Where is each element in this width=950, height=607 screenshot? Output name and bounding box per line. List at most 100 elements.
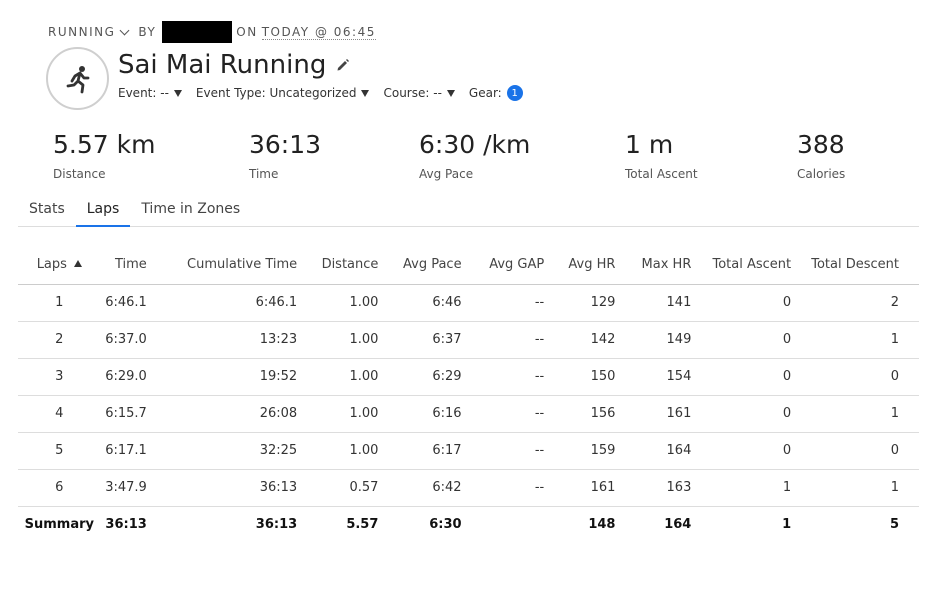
table-row[interactable]: 4 6:15.7 26:08 1.00 6:16 -- 156 161 0 1	[18, 395, 919, 433]
stat-value: 5.57 km	[53, 130, 156, 159]
event-type-dropdown[interactable]: Event Type: Uncategorized	[196, 86, 370, 100]
table-cell: 26:08	[166, 395, 318, 433]
summary-cell: 36:13	[255, 517, 298, 533]
table-cell: 1.00	[317, 358, 399, 396]
table-header-row: Laps Time Cumulative Time Distance Avg P…	[18, 246, 919, 285]
table-cell: 0	[711, 284, 812, 322]
chevron-down-icon	[119, 25, 130, 36]
table-cell: 142	[564, 321, 636, 359]
table-cell: 0	[811, 358, 919, 396]
table-cell: 32:25	[166, 432, 318, 470]
table-cell: 150	[564, 358, 636, 396]
column-header-distance[interactable]: Distance	[317, 246, 399, 285]
tab-laps[interactable]: Laps	[75, 194, 131, 227]
tab-bar: Stats Laps Time in Zones	[18, 194, 919, 227]
table-cell: 1	[811, 395, 919, 433]
by-label: BY	[138, 25, 157, 39]
activity-type-dropdown[interactable]: RUNNING	[48, 25, 138, 39]
table-cell: 163	[635, 469, 712, 507]
stat-value: 388	[797, 130, 845, 159]
table-cell: 2	[811, 284, 919, 322]
activity-date[interactable]: TODAY @ 06:45	[261, 24, 376, 40]
column-header-max-hr[interactable]: Max HR	[635, 246, 712, 285]
stat-label: Total Ascent	[625, 167, 698, 181]
column-header-total-ascent[interactable]: Total Ascent	[711, 246, 812, 285]
stat-distance: 5.57 km Distance	[53, 130, 155, 181]
table-cell: 156	[564, 395, 636, 433]
table-cell: 159	[564, 432, 636, 470]
table-cell: 149	[635, 321, 712, 359]
column-header-avg-gap[interactable]: Avg GAP	[481, 246, 565, 285]
summary-cell	[482, 506, 565, 543]
table-cell: 19:52	[166, 358, 318, 396]
stat-label: Avg Pace	[419, 167, 474, 181]
table-cell: 154	[635, 358, 712, 396]
tab-stats[interactable]: Stats	[29, 201, 65, 217]
table-cell: 1	[811, 469, 919, 507]
dropdown-arrow-icon	[173, 89, 182, 97]
summary-cell: 5	[889, 517, 899, 533]
table-cell: 1.00	[317, 432, 399, 470]
table-cell: 164	[635, 432, 712, 470]
table-cell: 0	[811, 432, 919, 470]
table-cell: 6:46.1	[100, 284, 167, 322]
table-cell: 6:29.0	[100, 358, 167, 396]
table-cell: 6:17	[398, 432, 482, 470]
table-cell: 0.57	[317, 469, 399, 507]
table-row[interactable]: 1 6:46.1 6:46.1 1.00 6:46 -- 129 141 0 2	[18, 284, 919, 322]
table-cell: --	[481, 284, 565, 322]
pencil-icon	[337, 59, 350, 71]
tab-time-in-zones[interactable]: Time in Zones	[141, 201, 241, 217]
title-row: Sai Mai Running	[118, 50, 350, 80]
table-cell: 129	[564, 284, 636, 322]
table-row[interactable]: 5 6:17.1 32:25 1.00 6:17 -- 159 164 0 0	[18, 432, 919, 470]
table-cell: 0	[711, 395, 812, 433]
table-row[interactable]: 6 3:47.9 36:13 0.57 6:42 -- 161 163 1 1	[18, 469, 919, 507]
edit-title-button[interactable]	[336, 58, 350, 72]
table-cell: 4	[18, 395, 101, 433]
stat-value: 36:13	[249, 130, 322, 159]
table-cell: 6:29	[398, 358, 482, 396]
summary-label: Summary	[24, 517, 94, 533]
column-header-avg-hr[interactable]: Avg HR	[564, 246, 636, 285]
table-cell: 6:15.7	[100, 395, 167, 433]
table-cell: 6:37	[398, 321, 482, 359]
table-cell: 1	[711, 469, 812, 507]
redacted-username	[162, 21, 233, 43]
column-header-avg-pace[interactable]: Avg Pace	[398, 246, 482, 285]
table-cell: 6:16	[398, 395, 482, 433]
table-cell: --	[481, 321, 565, 359]
dropdown-arrow-icon	[446, 89, 455, 97]
column-header-total-descent[interactable]: Total Descent	[811, 246, 919, 285]
event-dropdown[interactable]: Event: --	[118, 86, 182, 100]
column-header-cumulative-time[interactable]: Cumulative Time	[166, 246, 318, 285]
table-cell: 1.00	[317, 395, 399, 433]
table-cell: 1.00	[317, 284, 399, 322]
table-cell: 36:13	[166, 469, 318, 507]
activity-icon-avatar	[46, 47, 109, 110]
activity-meta-row: Event: -- Event Type: Uncategorized Cour…	[118, 85, 537, 101]
table-cell: 1	[811, 321, 919, 359]
gear-selector[interactable]: Gear: 1	[469, 85, 523, 101]
table-cell: 13:23	[166, 321, 318, 359]
table-cell: 2	[18, 321, 101, 359]
summary-cell: 36:13	[105, 517, 147, 533]
table-cell: --	[481, 469, 565, 507]
table-cell: 3	[18, 358, 101, 396]
table-row[interactable]: 3 6:29.0 19:52 1.00 6:29 -- 150 154 0 0	[18, 358, 919, 396]
column-header-time[interactable]: Time	[100, 246, 167, 285]
column-header-laps[interactable]: Laps	[18, 246, 101, 285]
course-dropdown[interactable]: Course: --	[383, 86, 455, 100]
table-cell: 6:42	[398, 469, 482, 507]
sort-ascending-icon	[73, 260, 82, 268]
table-cell: 161	[564, 469, 636, 507]
gear-label: Gear:	[468, 86, 502, 100]
stat-total-ascent: 1 m Total Ascent	[625, 130, 698, 181]
stat-calories: 388 Calories	[797, 130, 845, 181]
table-cell: --	[481, 432, 565, 470]
summary-cell: 164	[664, 517, 692, 533]
table-cell: 161	[635, 395, 712, 433]
table-cell: 0	[711, 321, 812, 359]
table-cell: 6:46	[398, 284, 482, 322]
table-row[interactable]: 2 6:37.0 13:23 1.00 6:37 -- 142 149 0 1	[18, 321, 919, 359]
